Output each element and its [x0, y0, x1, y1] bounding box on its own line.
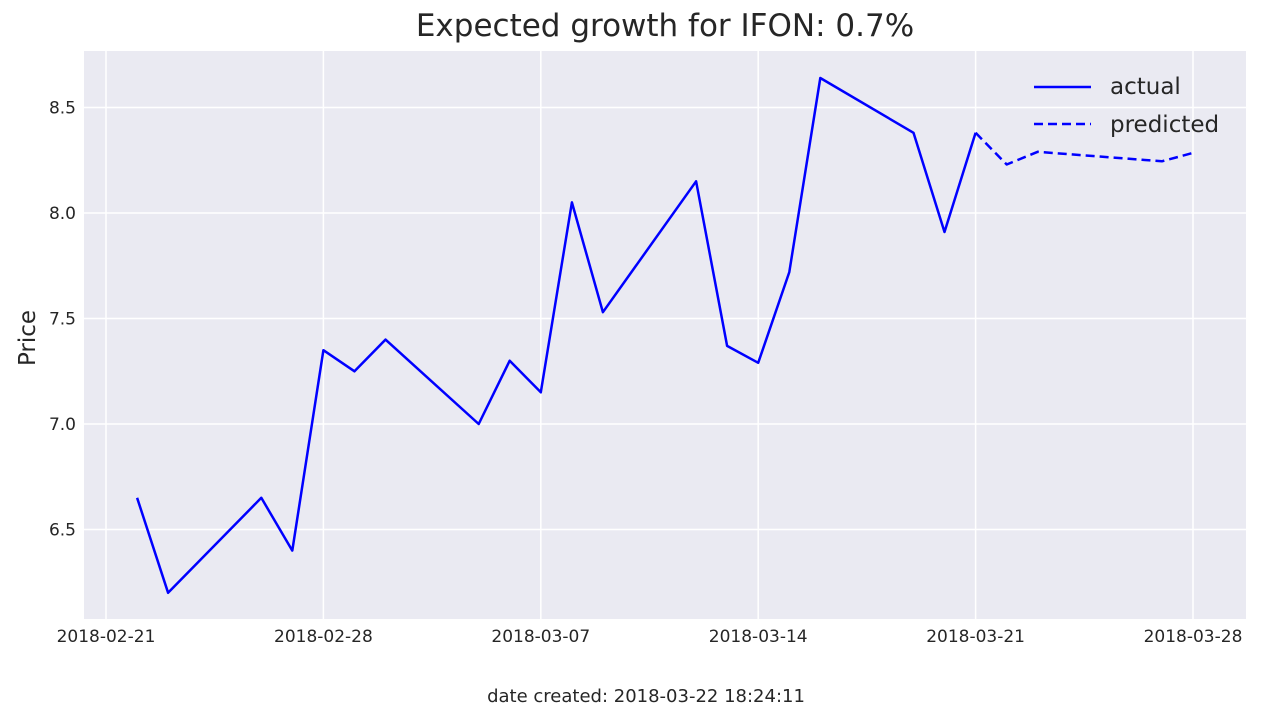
chart-title: Expected growth for IFON: 0.7%	[415, 8, 915, 44]
series-lines	[135, 76, 1194, 595]
x-tick-label: 2018-03-07	[491, 627, 590, 647]
grid-lines	[84, 51, 1246, 619]
y-axis-ticks: 6.5 7.0 7.5 8.0 8.5	[49, 99, 76, 541]
y-tick-label: 7.0	[49, 415, 76, 435]
x-tick-label: 2018-03-21	[926, 627, 1025, 647]
y-tick-label: 8.5	[49, 99, 76, 119]
y-tick-label: 8.0	[49, 204, 76, 224]
x-tick-label: 2018-02-28	[274, 627, 373, 647]
legend: actual predicted	[1034, 74, 1219, 138]
x-tick-label: 2018-03-14	[709, 627, 808, 647]
y-tick-label: 6.5	[49, 521, 76, 541]
legend-predicted-label: predicted	[1110, 112, 1219, 138]
series-line-predicted	[974, 131, 1194, 166]
y-tick-label: 7.5	[49, 310, 76, 330]
x-axis-ticks: 2018-02-21 2018-02-28 2018-03-07 2018-03-14…	[57, 627, 1243, 647]
x-tick-label: 2018-02-21	[57, 627, 156, 647]
y-axis-label: Price	[15, 310, 41, 366]
legend-actual-label: actual	[1110, 74, 1181, 100]
date-created-note: date created: 2018-03-22 18:24:11	[487, 686, 805, 707]
series-line-actual	[135, 76, 977, 595]
plot-area	[84, 51, 1246, 619]
x-tick-label: 2018-03-28	[1144, 627, 1243, 647]
